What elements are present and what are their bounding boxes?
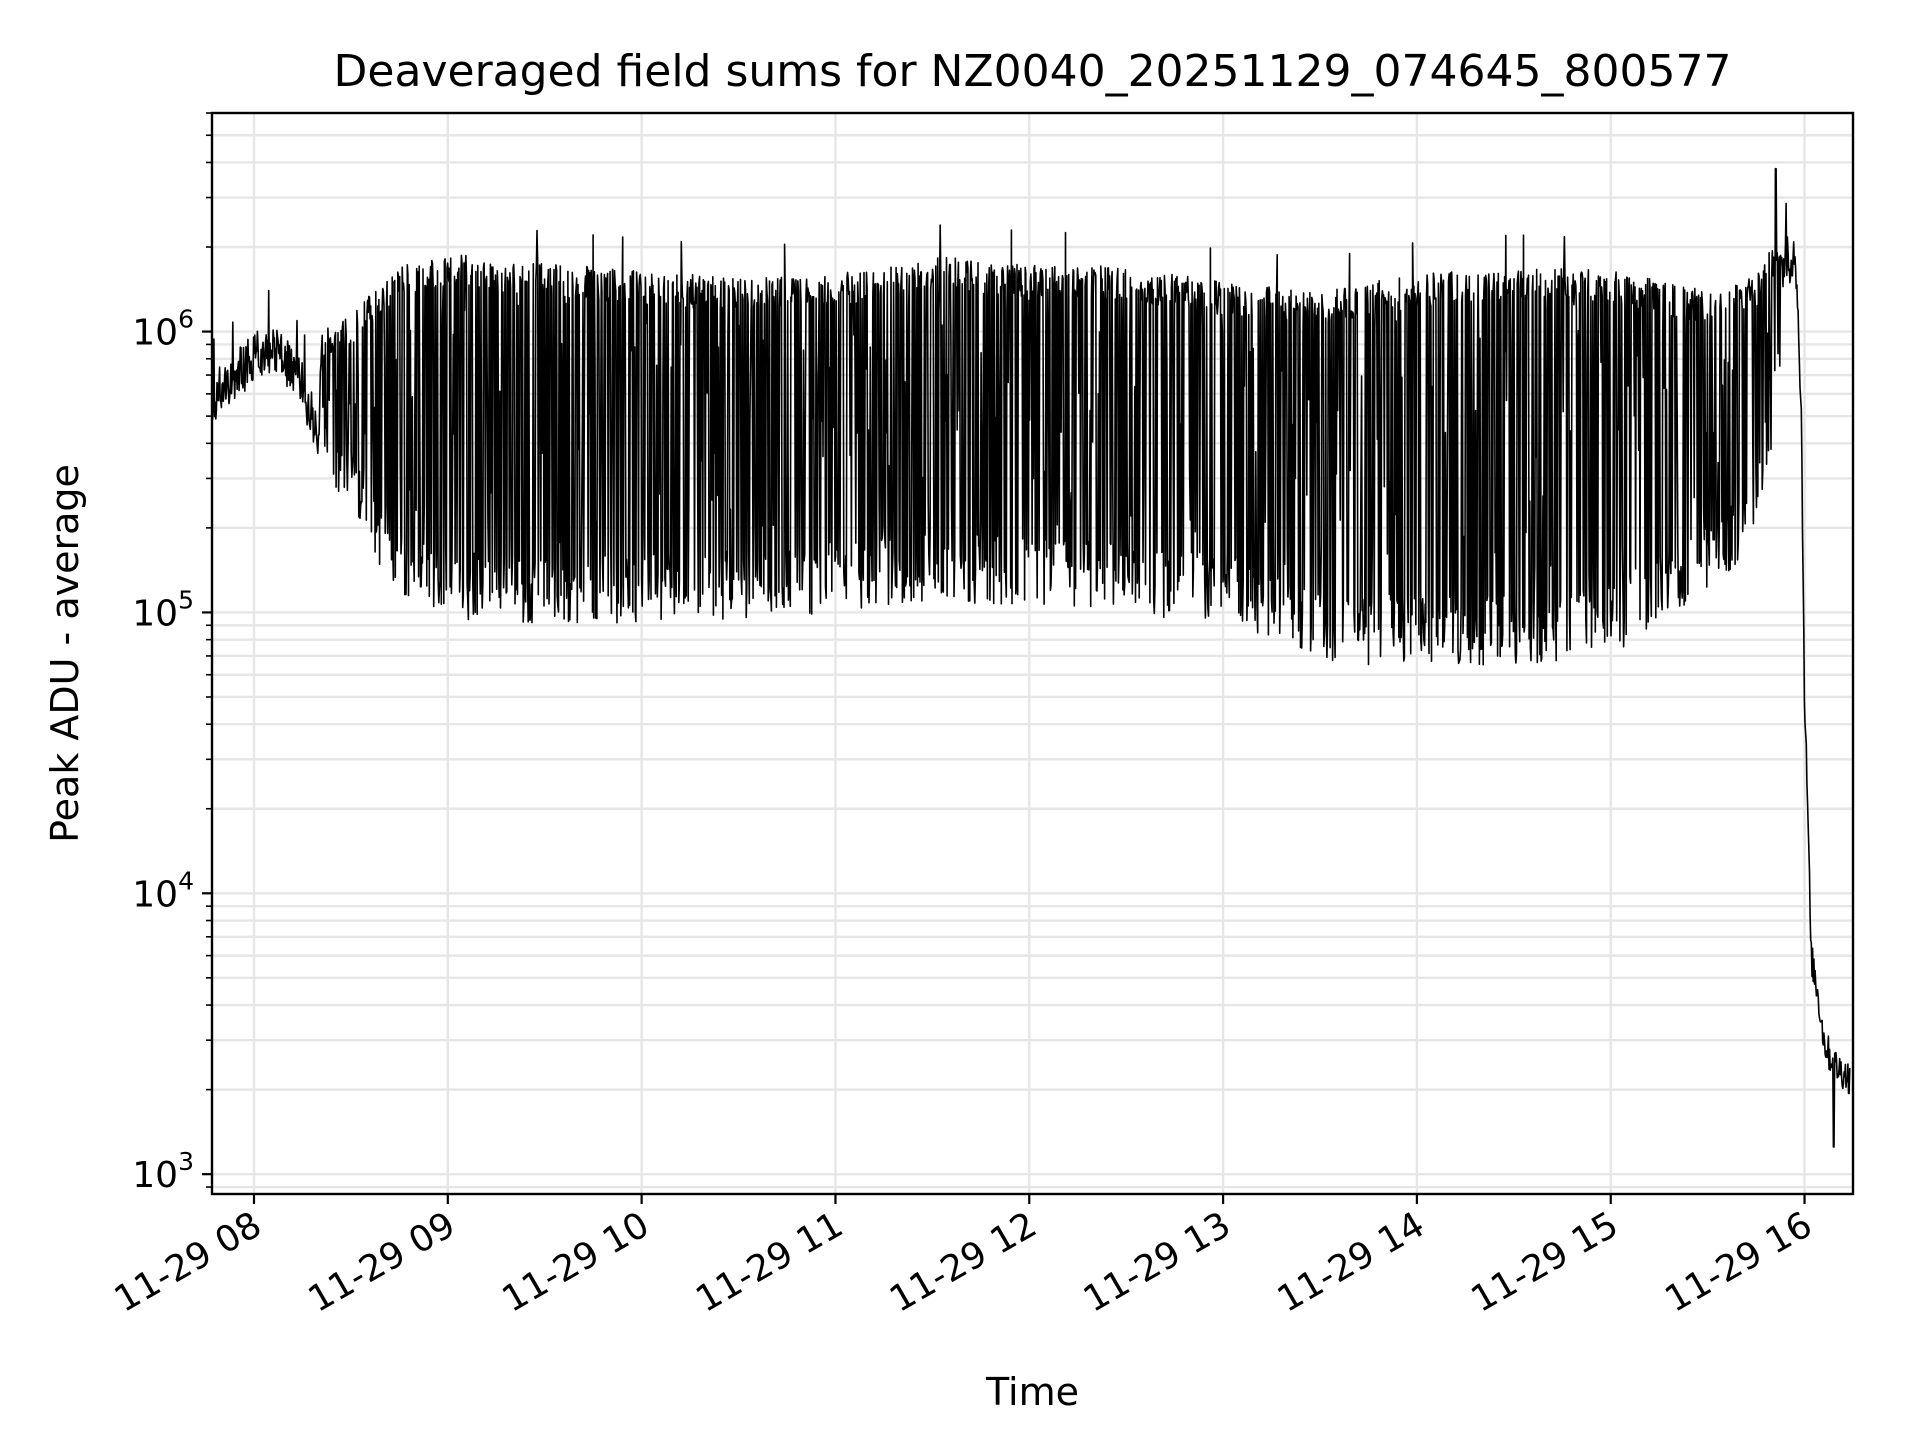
- x-tick-label: 11-29 12: [883, 1204, 1044, 1320]
- chart-title: Deaveraged field sums for NZ0040_2025112…: [334, 46, 1732, 97]
- x-tick-label: 11-29 15: [1465, 1204, 1626, 1320]
- x-tick-label: 11-29 16: [1658, 1204, 1819, 1320]
- y-tick-label: 103: [132, 1147, 194, 1196]
- y-tick-exponent: 4: [178, 866, 194, 895]
- x-tick-label: 11-29 13: [1077, 1204, 1238, 1320]
- series-line: [212, 167, 1851, 1148]
- x-tick-label: 11-29 08: [108, 1204, 269, 1320]
- y-tick-label: 104: [132, 866, 194, 915]
- y-tick-label: 106: [132, 305, 194, 354]
- y-tick-base: 10: [132, 1155, 178, 1196]
- y-tick-base: 10: [132, 593, 178, 634]
- x-tick-label: 11-29 09: [302, 1204, 463, 1320]
- x-tick-label: 11-29 10: [495, 1204, 656, 1320]
- y-tick-exponent: 3: [178, 1147, 194, 1176]
- series-layer: [212, 167, 1851, 1148]
- y-tick-base: 10: [132, 313, 178, 354]
- y-tick-exponent: 6: [178, 305, 194, 334]
- y-axis-label: Peak ADU - average: [43, 464, 87, 843]
- x-tick-label: 11-29 11: [689, 1204, 850, 1320]
- x-tick-label: 11-29 14: [1271, 1204, 1432, 1320]
- y-tick-exponent: 5: [178, 585, 194, 614]
- y-tick-label: 105: [132, 585, 194, 634]
- x-axis-label: Time: [985, 1370, 1079, 1414]
- y-tick-base: 10: [132, 874, 178, 915]
- plot-frame: [210, 111, 1855, 1196]
